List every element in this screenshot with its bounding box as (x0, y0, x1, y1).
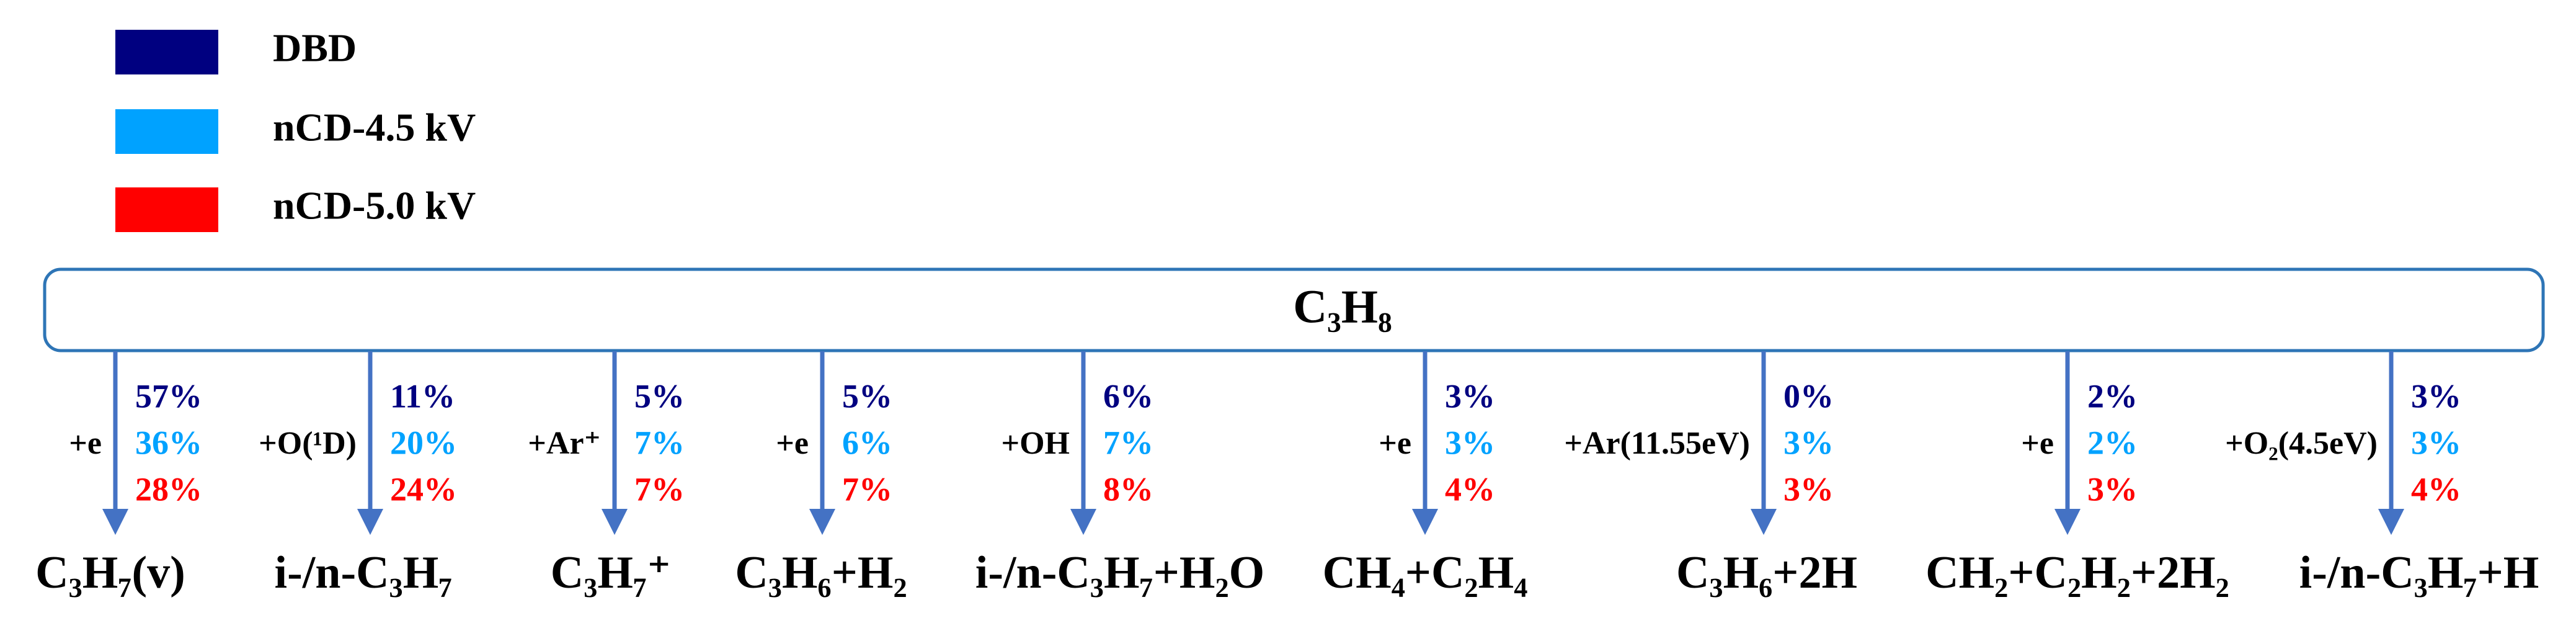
reagent: +O₂(4.5eV) (2225, 426, 2378, 461)
percentage: 2% (2087, 377, 2138, 415)
legend-label: nCD-4.5 kV (273, 105, 476, 150)
percentage: 28% (135, 470, 202, 508)
percentage: 7% (1103, 424, 1153, 461)
product: i-/n-C₃H₇+H (2299, 547, 2539, 598)
product: C₃H₆+H₂ (735, 547, 907, 598)
percentage: 4% (2411, 470, 2461, 508)
percentage: 11% (390, 377, 455, 415)
percentage: 3% (2411, 377, 2461, 415)
reagent: +e (2021, 426, 2054, 461)
root-label: C₃H₈ (1293, 280, 1392, 333)
percentage: 57% (135, 377, 202, 415)
product: i-/n-C₃H₇+H₂O (975, 547, 1264, 598)
percentage: 3% (1445, 424, 1495, 461)
percentage: 36% (135, 424, 202, 461)
reagent: +Ar(11.55eV) (1564, 426, 1750, 461)
product: i-/n-C₃H₇ (275, 547, 453, 598)
product: CH₂+C₂H₂+2H₂ (1925, 547, 2229, 598)
legend-label: nCD-5.0 kV (273, 184, 476, 228)
product: C₃H₇(v) (35, 547, 185, 598)
legend-swatch (115, 187, 218, 232)
reagent: +e (1379, 426, 1411, 461)
percentage: 6% (842, 424, 892, 461)
product: CH₄+C₂H₄ (1323, 547, 1528, 598)
reagent: +Ar⁺ (528, 426, 601, 461)
legend-label: DBD (273, 26, 357, 70)
reagent: +O(¹D) (259, 426, 357, 461)
percentage: 3% (2411, 424, 2461, 461)
root-box (43, 267, 2545, 352)
percentage: 3% (1783, 470, 1834, 508)
percentage: 7% (634, 424, 685, 461)
percentage: 7% (842, 470, 892, 508)
percentage: 5% (842, 377, 892, 415)
reagent: +e (69, 426, 102, 461)
percentage: 3% (1783, 424, 1834, 461)
percentage: 24% (390, 470, 457, 508)
reagent: +OH (1001, 426, 1070, 461)
percentage: 8% (1103, 470, 1153, 508)
percentage: 3% (2087, 470, 2138, 508)
percentage: 0% (1783, 377, 1834, 415)
percentage: 5% (634, 377, 685, 415)
product: C₃H₇⁺ (551, 547, 671, 598)
reagent: +e (776, 426, 809, 461)
percentage: 6% (1103, 377, 1153, 415)
percentage: 2% (2087, 424, 2138, 461)
percentage: 4% (1445, 470, 1495, 508)
percentage: 20% (390, 424, 457, 461)
product: C₃H₆+2H (1676, 547, 1857, 598)
legend-swatch (115, 109, 218, 154)
legend-swatch (115, 30, 218, 74)
percentage: 3% (1445, 377, 1495, 415)
percentage: 7% (634, 470, 685, 508)
